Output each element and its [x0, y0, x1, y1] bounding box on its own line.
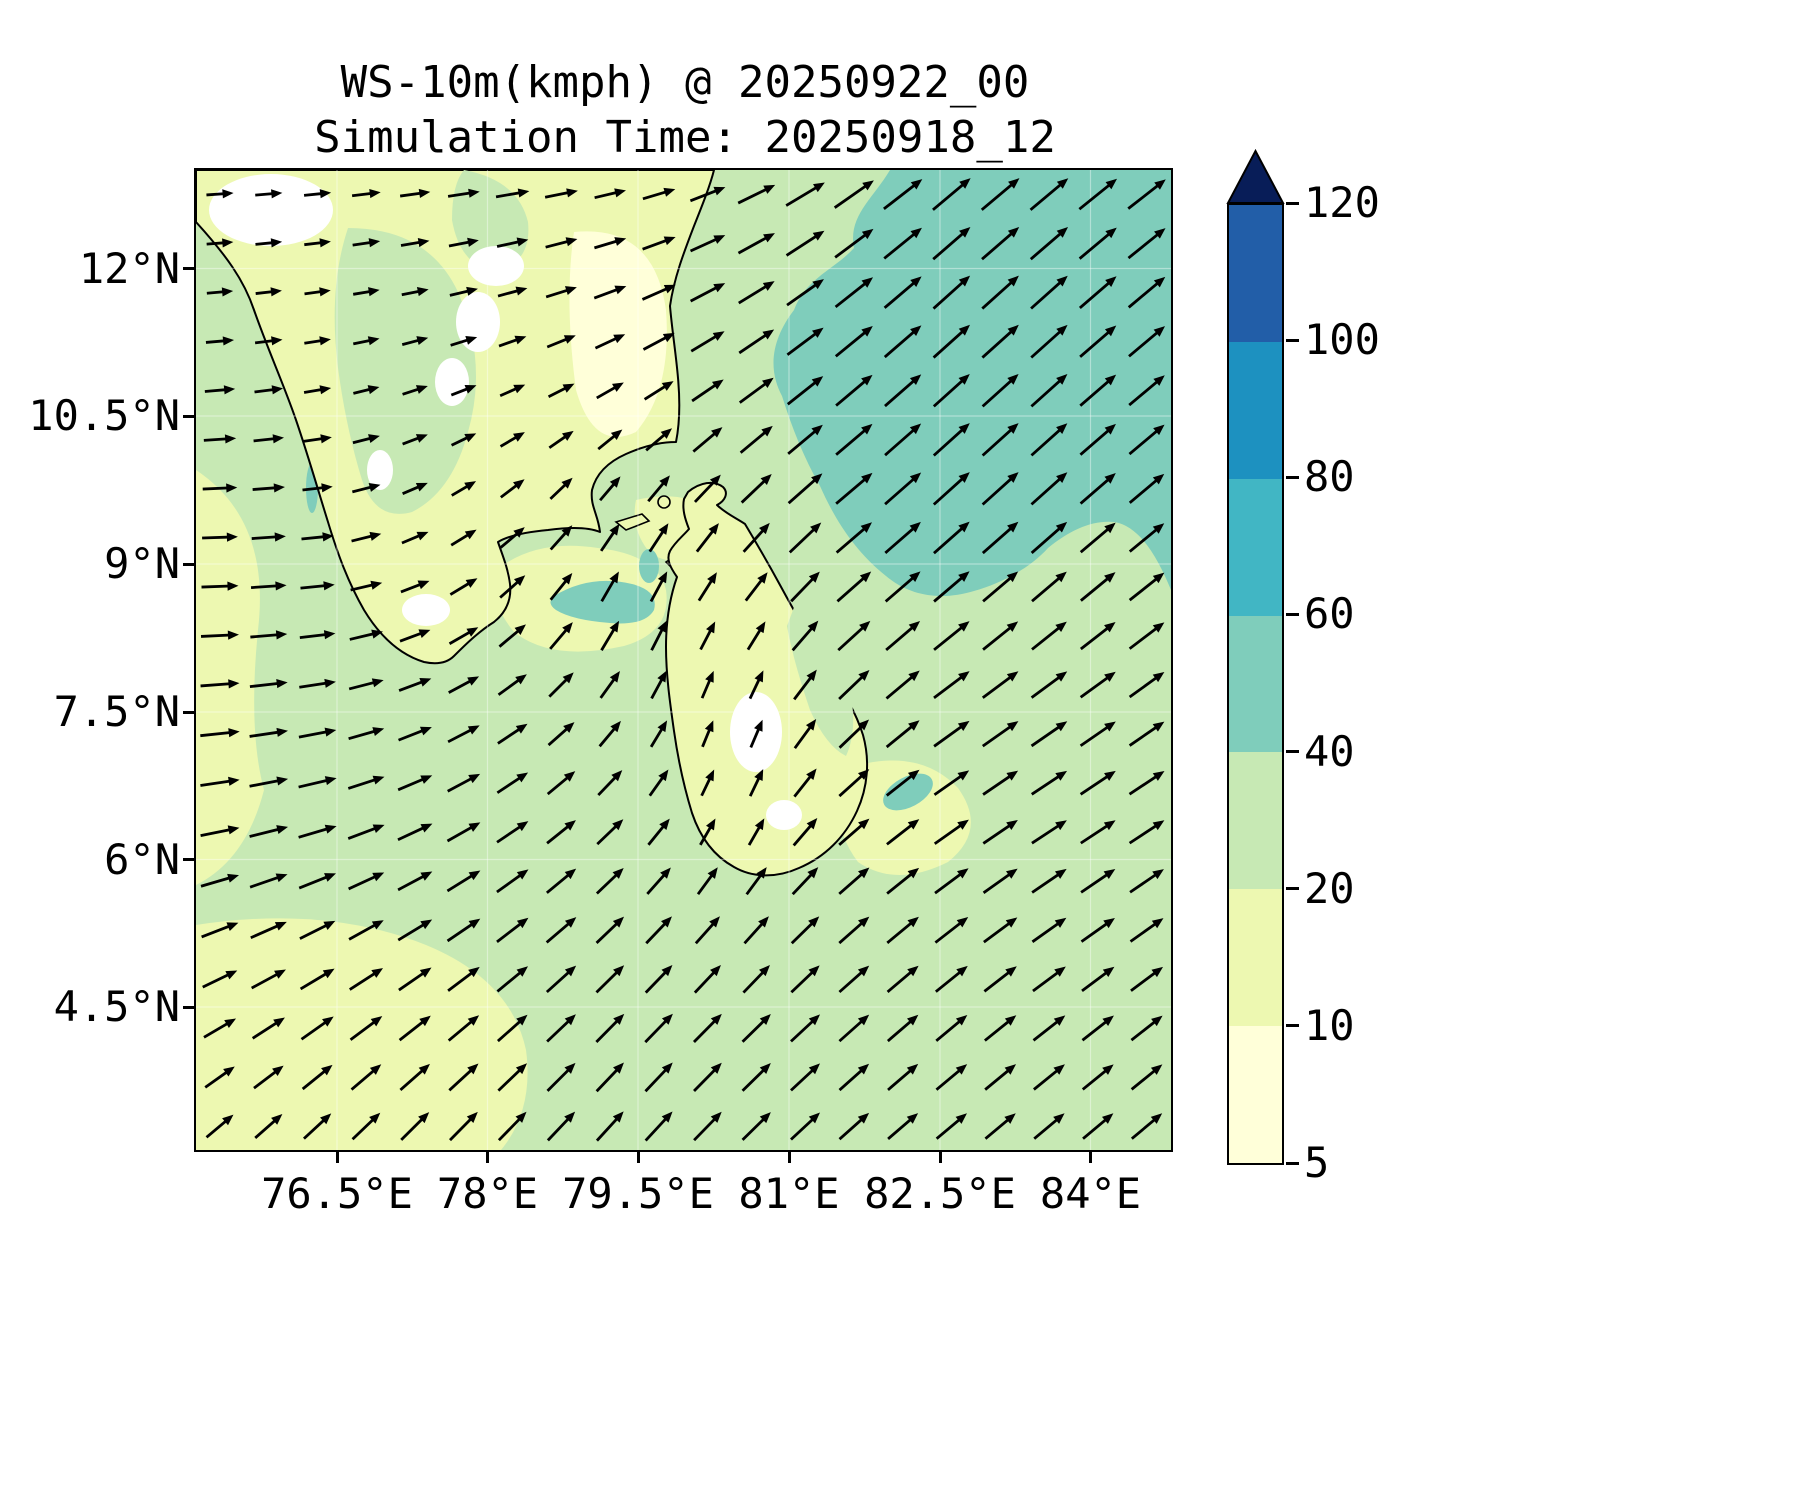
y-axis-tick	[183, 562, 194, 566]
y-tick-label: 9°N	[104, 539, 180, 588]
colorbar-tick	[1286, 201, 1299, 205]
delft-island	[657, 495, 671, 509]
colorbar-tick	[1286, 887, 1299, 891]
colorbar-tick-label: 100	[1304, 315, 1380, 365]
sri-lanka-landmass	[665, 481, 869, 877]
india-calm-patch-3	[435, 358, 469, 406]
colorbar-segment-100-120	[1229, 205, 1282, 342]
x-axis-tick	[486, 1152, 489, 1163]
india-wind-5-10-east	[569, 231, 667, 437]
x-tick-label: 82.5°E	[864, 1169, 1016, 1218]
colorbar-extend-triangle	[1226, 148, 1285, 204]
colorbar-tick-label: 10	[1304, 1000, 1355, 1050]
colorbar-tick	[1286, 338, 1299, 342]
y-axis-tick	[183, 267, 194, 270]
x-tick-label: 84°E	[1039, 1169, 1142, 1218]
colorbar-tick	[1286, 1161, 1299, 1165]
y-axis-tick	[183, 858, 194, 861]
colorbar-segment-40-60	[1229, 615, 1282, 753]
y-axis-tick	[183, 414, 194, 418]
india-calm-patch-5	[367, 450, 393, 490]
wind-40-60-bay-of-bengal	[773, 170, 1171, 597]
title-line-1: WS-10m(kmph) @ 20250922_00	[340, 57, 1030, 108]
y-axis-tick	[183, 710, 194, 714]
india-calm-patch-4	[402, 594, 450, 626]
india-wind-20-40-ghats	[334, 228, 476, 514]
x-tick-label: 81°E	[738, 1169, 840, 1218]
colorbar-tick	[1286, 1024, 1299, 1028]
india-calm-patch-6	[209, 174, 333, 246]
y-tick-label: 4.5°N	[53, 982, 180, 1031]
map-plot	[194, 168, 1173, 1152]
wind-arrows	[200, 178, 1166, 1142]
y-tick-label: 6°N	[104, 834, 180, 884]
y-tick-label: 10.5°N	[28, 391, 180, 440]
colorbar-tick	[1286, 475, 1299, 479]
pamban-island	[614, 513, 651, 531]
sea-fill-10-20-west-strip	[196, 470, 264, 885]
y-tick-label: 12°N	[78, 243, 180, 293]
y-axis-tick	[183, 1005, 194, 1009]
wind-40-60-palk-strait-2	[639, 549, 659, 583]
x-axis-tick	[636, 1152, 640, 1163]
x-tick-label: 79.5°E	[562, 1169, 714, 1218]
x-tick-label: 76.5°E	[261, 1169, 413, 1218]
colorbar-tick	[1286, 612, 1299, 616]
y-tick-label: 7.5°N	[53, 687, 180, 736]
chart-title: WS-10m(kmph) @ 20250922_00 Simulation Ti…	[160, 56, 1210, 165]
colorbar-segment-10-20	[1229, 889, 1282, 1027]
title-line-2: Simulation Time: 20250918_12	[314, 111, 1056, 163]
sri-lanka-calm-patch-2	[766, 800, 802, 830]
colorbar-segment-60-80	[1229, 478, 1282, 616]
colorbar	[1227, 203, 1284, 1165]
colorbar-tick-label: 60	[1304, 589, 1355, 639]
colorbar-segment-80-100	[1229, 341, 1282, 479]
sri-lanka-wind-20-40-east	[787, 602, 854, 756]
x-axis-tick	[938, 1152, 942, 1163]
colorbar-tick-label: 120	[1304, 178, 1380, 227]
colorbar-tick-label: 40	[1304, 726, 1355, 776]
x-axis-tick	[1089, 1152, 1092, 1163]
colorbar-segment-5-10	[1229, 1026, 1282, 1164]
colorbar-tick-label: 5	[1304, 1138, 1330, 1187]
sea-fill-10-20-east-of-lanka	[839, 760, 971, 875]
wind-40-60-palk-strait	[550, 580, 655, 624]
india-calm-patch-1	[468, 246, 524, 286]
colorbar-tick-label: 20	[1304, 863, 1355, 913]
wind-40-60-southeast-of-lanka	[883, 773, 933, 811]
x-axis-tick	[335, 1152, 339, 1163]
colorbar-tick-label: 80	[1304, 452, 1355, 502]
gridlines	[196, 170, 1171, 1150]
x-axis-tick	[787, 1152, 791, 1163]
colorbar-tick	[1286, 750, 1299, 754]
x-tick-label: 78°E	[436, 1169, 539, 1218]
colorbar-segment-20-40	[1229, 752, 1282, 890]
